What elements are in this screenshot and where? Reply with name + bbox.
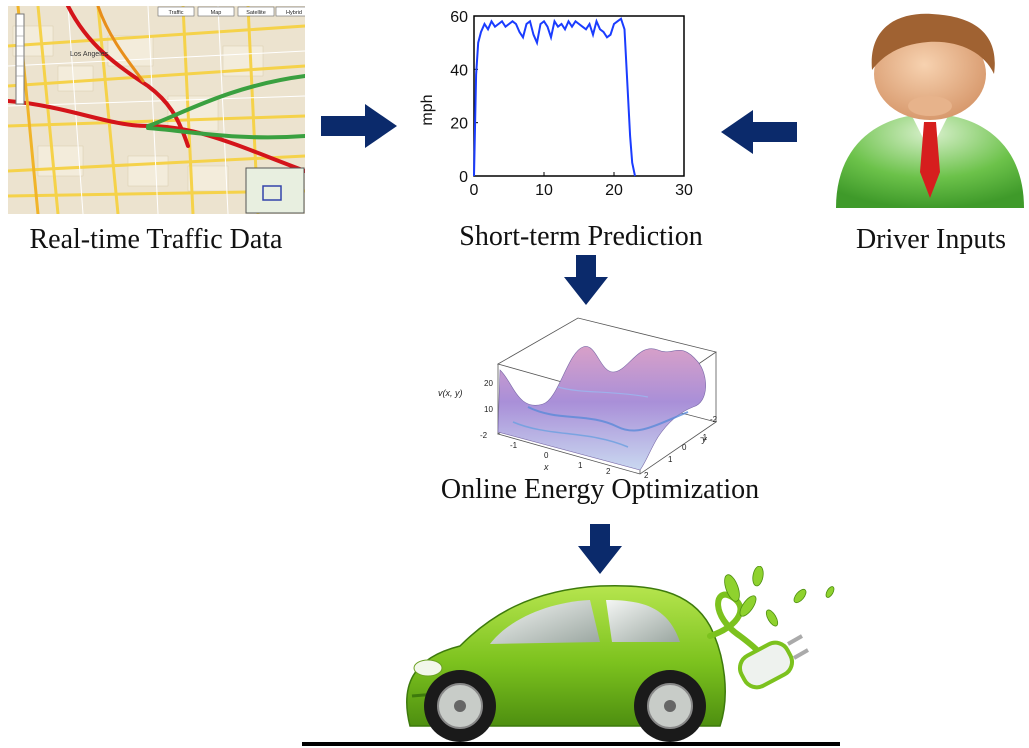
speed-x-tick-label: 20 xyxy=(605,182,623,199)
speed-y-tick-label: 60 xyxy=(450,9,468,26)
map-button-label: Hybrid xyxy=(286,10,302,16)
map-thumbnail: Traffic Map Satellite Hybrid Los Angeles xyxy=(6,4,313,216)
speed-y-axis-label: mph xyxy=(419,94,436,125)
speed-x-tick-label: 0 xyxy=(470,182,479,199)
surface-x-tick: -2 xyxy=(480,431,488,440)
speed-x-tick-label: 30 xyxy=(675,182,693,199)
speed-y-tick-label: 40 xyxy=(450,62,468,79)
arrow-down-2 xyxy=(578,524,622,574)
surface-z-tick: 10 xyxy=(484,405,493,414)
arrow-down-1 xyxy=(564,255,608,305)
traffic-map: Traffic Map Satellite Hybrid Los Angeles xyxy=(6,4,313,216)
surface-x-tick: 0 xyxy=(544,451,549,460)
plug-icon xyxy=(737,634,809,690)
speed-plot-frame xyxy=(473,15,685,177)
map-button-label: Satellite xyxy=(246,10,266,16)
driver-avatar-icon xyxy=(836,13,1024,208)
surface-x-tick: 2 xyxy=(606,467,611,476)
surface-x-tick: -1 xyxy=(510,441,518,450)
surface-y-tick: -2 xyxy=(710,415,718,424)
speed-y-tick-label: 0 xyxy=(459,169,468,186)
surface-y-tick: 0 xyxy=(682,443,687,452)
surface-x-tick: 1 xyxy=(578,461,583,470)
surface-y-tick: -1 xyxy=(700,433,708,442)
caption-driver: Driver Inputs xyxy=(855,224,1007,255)
map-button-map[interactable]: Map xyxy=(197,6,235,17)
caption-optimization: Online Energy Optimization xyxy=(440,474,760,505)
map-button-hybrid[interactable]: Hybrid xyxy=(275,6,313,17)
surface-y-tick: 1 xyxy=(668,455,673,464)
speed-y-tick-label: 20 xyxy=(450,116,468,133)
speed-series-line xyxy=(473,17,636,177)
car-front-wheel xyxy=(424,670,496,742)
map-button-traffic[interactable]: Traffic xyxy=(157,6,195,17)
electric-car-icon xyxy=(302,566,840,746)
map-button-label: Map xyxy=(211,10,222,16)
surface-z-tick: 20 xyxy=(484,379,493,388)
map-button-satellite[interactable]: Satellite xyxy=(237,6,275,17)
speed-x-tick-label: 10 xyxy=(535,182,553,199)
caption-prediction: Short-term Prediction xyxy=(459,221,703,252)
arrow-left xyxy=(721,110,797,154)
surface-y-tick: 2 xyxy=(644,471,649,480)
surface-z-label: v(x, y) xyxy=(438,388,463,398)
surface-x-label: x xyxy=(543,462,549,472)
arrow-right xyxy=(321,104,397,148)
map-button-label: Traffic xyxy=(169,10,184,16)
speed-prediction-chart: 0 10 20 30 0 20 40 60 mph xyxy=(419,9,693,199)
caption-traffic: Real-time Traffic Data xyxy=(29,224,283,255)
map-city-label: Los Angeles xyxy=(70,51,109,58)
car-rear-wheel xyxy=(634,670,706,742)
surface-y-label: y xyxy=(701,434,707,444)
